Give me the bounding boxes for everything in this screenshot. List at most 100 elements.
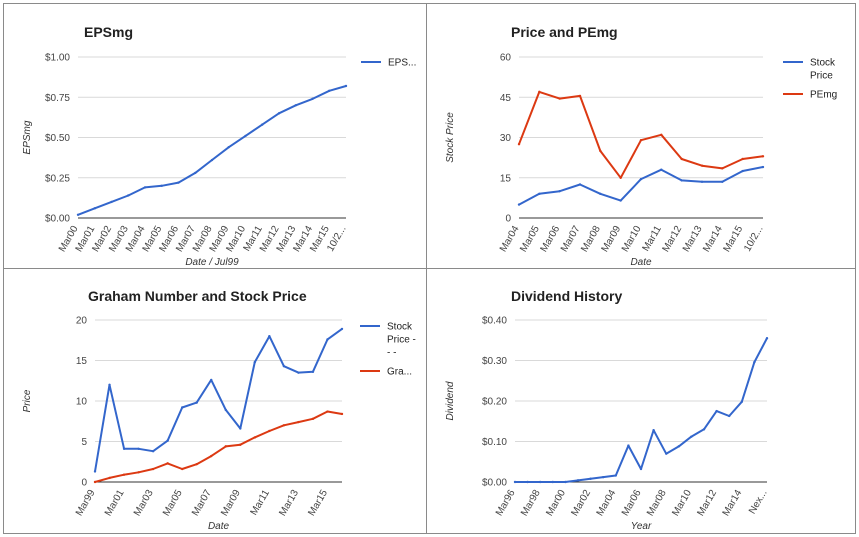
data-point — [761, 165, 765, 169]
y-tick-label: $0.40 — [482, 316, 507, 327]
data-point — [180, 406, 184, 409]
data-point — [224, 445, 227, 448]
data-point — [538, 192, 541, 196]
data-point — [619, 176, 622, 179]
dividend-chart: Dividend History $0.00 $0.10 $0.20 $0.30 $0.4… — [445, 288, 770, 532]
data-point — [753, 360, 756, 364]
data-point — [122, 473, 126, 476]
x-tick-label: Mar13 — [277, 488, 301, 518]
data-point — [110, 200, 113, 204]
data-point — [741, 169, 744, 173]
data-point — [194, 171, 197, 175]
chart-title: Graham Number and Stock Price — [88, 288, 307, 304]
x-tick-label: Mar11 — [249, 488, 273, 518]
data-point — [268, 335, 271, 338]
x-tick-label: Mar15 — [722, 224, 746, 254]
data-point — [326, 338, 329, 341]
data-point — [93, 470, 97, 473]
x-tick-label: Mar98 — [519, 488, 543, 518]
y-axis-title: Dividend — [445, 381, 456, 420]
data-point — [602, 475, 605, 479]
data-point — [253, 360, 257, 364]
data-point — [765, 337, 769, 340]
data-point — [526, 480, 529, 484]
data-point — [137, 471, 140, 474]
data-point — [721, 180, 724, 183]
legend-label: PEmg — [810, 90, 837, 101]
x-axis-title: Year — [631, 521, 652, 532]
data-point — [599, 149, 602, 153]
x-tick-label: Mar02 — [569, 488, 593, 518]
data-point — [619, 199, 622, 202]
series-line — [94, 410, 343, 483]
data-point — [210, 158, 214, 162]
data-point — [210, 378, 213, 382]
data-point — [639, 138, 643, 142]
data-point — [761, 155, 765, 158]
data-point — [166, 439, 169, 442]
x-tick-label: Mar12 — [695, 488, 719, 518]
data-point — [564, 480, 567, 484]
data-point — [195, 462, 198, 466]
data-point — [728, 414, 731, 418]
x-tick-label: Mar01 — [103, 488, 127, 518]
legend-label: EPS... — [388, 58, 416, 69]
data-point — [93, 207, 96, 210]
data-point — [127, 194, 130, 197]
y-axis-title: Stock Price — [445, 112, 456, 163]
x-tick-label: Mar15 — [306, 488, 330, 518]
data-point — [517, 143, 521, 146]
data-point — [589, 477, 592, 480]
x-tick-label: Mar14 — [721, 488, 745, 518]
x-tick-label: Mar05 — [161, 488, 185, 518]
x-tick-label: Mar06 — [620, 488, 644, 518]
data-point — [122, 447, 126, 450]
y-tick-label: 60 — [500, 53, 512, 64]
data-point — [652, 428, 655, 432]
y-tick-label: 15 — [500, 173, 512, 184]
legend-label: Price - — [387, 335, 416, 346]
legend-label: Stock — [810, 58, 836, 69]
x-tick-label: Mar04 — [595, 488, 619, 518]
legend-label: Gra... — [387, 367, 412, 378]
price-pe-chart: Price and PEmg015304560Mar04Mar05Mar06Ma… — [445, 24, 837, 268]
x-tick-label: Mar09 — [219, 488, 243, 518]
data-point — [539, 480, 542, 484]
series-line — [77, 85, 347, 216]
data-point — [326, 410, 329, 413]
x-tick-label: Mar99 — [74, 488, 98, 518]
data-point — [227, 145, 230, 149]
data-point — [614, 474, 617, 477]
data-point — [578, 94, 582, 98]
data-point — [282, 364, 286, 368]
data-point — [551, 480, 554, 484]
data-point — [680, 157, 683, 161]
data-point — [261, 123, 264, 126]
y-tick-label: 15 — [76, 356, 88, 367]
data-point — [513, 480, 517, 484]
data-point — [282, 424, 286, 427]
data-point — [665, 452, 668, 455]
y-tick-label: $0.75 — [45, 93, 70, 104]
data-point — [538, 90, 541, 94]
chart-title: EPSmg — [84, 24, 133, 40]
data-point — [151, 467, 155, 471]
y-tick-label: 30 — [500, 133, 512, 144]
series-line — [518, 166, 764, 206]
data-point — [578, 183, 582, 186]
chart-title: Price and PEmg — [511, 24, 618, 40]
data-point — [660, 168, 663, 171]
x-tick-label: Mar10 — [620, 224, 644, 254]
data-point — [715, 409, 718, 413]
data-point — [93, 480, 97, 484]
data-point — [639, 177, 643, 181]
series-line — [515, 337, 768, 483]
data-point — [702, 428, 706, 431]
data-point — [740, 400, 743, 404]
y-tick-label: $0.50 — [45, 133, 70, 144]
y-axis-title: EPSmg — [22, 120, 33, 154]
data-point — [721, 167, 724, 170]
x-tick-label: Mar00 — [544, 488, 568, 518]
x-tick-label: Nex... — [747, 488, 770, 516]
x-tick-label: 10/2... — [742, 224, 765, 254]
